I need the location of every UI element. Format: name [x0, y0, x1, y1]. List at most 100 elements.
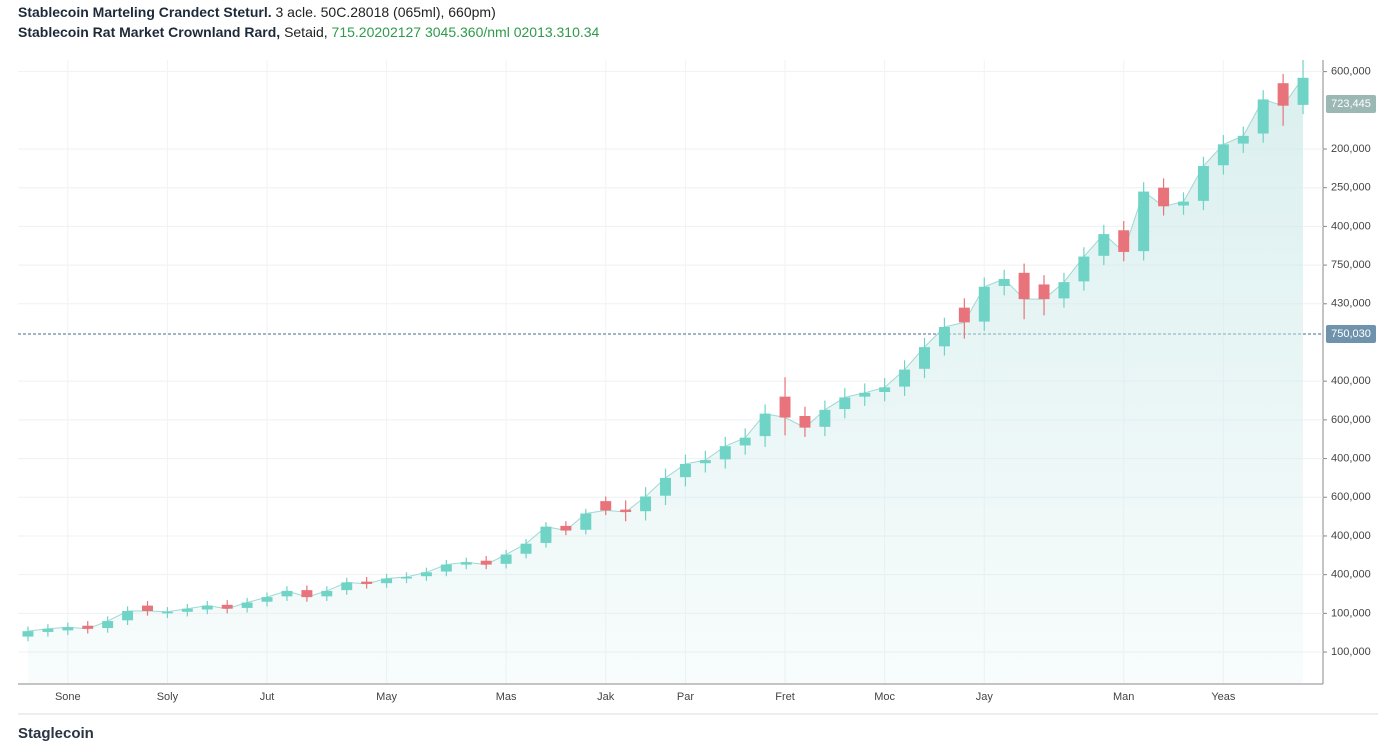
- x-tick-label: Jut: [260, 691, 275, 703]
- candle-body: [1158, 187, 1170, 207]
- candle-body: [500, 554, 512, 564]
- candle-body: [401, 576, 412, 579]
- candle-body: [739, 437, 751, 446]
- candle-body: [381, 578, 393, 584]
- y-tick-label: 600,000: [1331, 66, 1371, 78]
- candle-body: [122, 611, 134, 621]
- candle-body: [719, 446, 731, 460]
- y-tick-label: 400,000: [1331, 220, 1371, 232]
- candle-body: [839, 397, 851, 410]
- candle-body: [321, 590, 333, 597]
- candle-body: [1297, 77, 1309, 105]
- candle-body: [540, 526, 552, 543]
- candle-body: [859, 392, 871, 397]
- header-line: Stablecoin Marteling Crandect Steturl. 3…: [18, 4, 496, 20]
- x-tick-label: Mas: [496, 691, 517, 703]
- candle-body: [22, 631, 34, 637]
- candle-body: [1197, 166, 1209, 201]
- candle-body: [799, 416, 811, 428]
- quote: 715.20202127 3045.360/nml 02013.310.34: [331, 24, 600, 40]
- candle-body: [520, 543, 532, 554]
- candle-body: [42, 628, 54, 632]
- candle-body: [82, 625, 94, 629]
- x-tick-label: Moc: [874, 691, 895, 703]
- candle-body: [460, 562, 472, 565]
- candle-body: [241, 602, 253, 608]
- candle-body: [1058, 282, 1070, 299]
- x-tick-label: Man: [1113, 691, 1134, 703]
- x-tick-label: May: [376, 691, 397, 703]
- candle-body: [819, 409, 831, 427]
- y-tick-label: 750,000: [1331, 259, 1371, 271]
- chart-subtitle: 3 acle. 50C.28018 (065ml), 660pm): [275, 4, 496, 20]
- x-tick-label: Sone: [55, 691, 81, 703]
- y-tick-label: 100,000: [1331, 607, 1371, 619]
- y-tick-label: 600,000: [1331, 491, 1371, 503]
- candle-body: [62, 627, 74, 631]
- candle-body: [440, 564, 452, 572]
- y-tick-label: 430,000: [1331, 298, 1371, 310]
- candle-body: [281, 590, 293, 597]
- x-tick-label: Par: [677, 691, 694, 703]
- candle-body: [1277, 83, 1289, 106]
- x-tick-label: Yeas: [1211, 691, 1236, 703]
- candle-body: [261, 597, 273, 602]
- candle-body: [1098, 234, 1110, 256]
- candle-body: [679, 463, 691, 478]
- candle-body: [221, 604, 233, 609]
- y-tick-label: 400,000: [1331, 452, 1371, 464]
- chart-title: Stablecoin Marteling Crandect Steturl.: [18, 4, 272, 20]
- y-tick-label: 600,000: [1331, 414, 1371, 426]
- candle-body: [560, 525, 572, 531]
- candle-body: [879, 387, 891, 393]
- candle-body: [899, 369, 911, 387]
- candle-body: [1018, 272, 1030, 300]
- candle-body: [1237, 135, 1249, 144]
- candle-body: [779, 396, 791, 418]
- x-tick-label: Jak: [597, 691, 615, 703]
- y-tick-label: 400,000: [1331, 530, 1371, 542]
- candle-body: [1078, 256, 1090, 282]
- candle-body: [102, 621, 114, 629]
- x-tick-label: Jay: [976, 691, 994, 703]
- candle-body: [1217, 144, 1229, 166]
- candle-body: [699, 460, 711, 464]
- header-line: Stablecoin Rat Market Crownland Rard, Se…: [18, 24, 599, 40]
- y-tick-label: 250,000: [1331, 182, 1371, 194]
- y-tick-label: 200,000: [1331, 143, 1371, 155]
- candle-body: [978, 286, 990, 322]
- candle-body: [620, 509, 632, 512]
- candle-body: [1038, 284, 1050, 300]
- y-tick-label: 400,000: [1331, 569, 1371, 581]
- candle-body: [958, 307, 970, 323]
- x-tick-label: Fret: [775, 691, 795, 703]
- candle-body: [181, 608, 193, 612]
- candle-body: [919, 347, 930, 369]
- candle-body: [660, 477, 671, 496]
- last-price-badge: 723,445: [1326, 95, 1376, 113]
- candle-body: [998, 279, 1010, 286]
- candle-body: [600, 501, 612, 511]
- candle-body: [580, 513, 592, 530]
- y-tick-label: 100,000: [1331, 646, 1371, 658]
- chart-title2: Stablecoin Rat Market Crownland Rard,: [18, 24, 281, 40]
- candle-body: [341, 582, 353, 591]
- candle-body: [1257, 99, 1269, 134]
- area: [28, 77, 1303, 684]
- y-tick-label: 400,000: [1331, 375, 1371, 387]
- candle-body: [361, 581, 373, 584]
- candle-body: [938, 327, 950, 347]
- crosshair-badge: 750,030: [1326, 325, 1376, 343]
- candle-body: [640, 496, 652, 512]
- candle-body: [420, 572, 432, 577]
- chart-subtitle2: Setaid,: [284, 24, 328, 40]
- candle-body: [480, 560, 492, 565]
- candle-body: [1118, 230, 1130, 252]
- candle-body: [1178, 201, 1189, 206]
- candle-body: [1138, 191, 1150, 252]
- candle-body: [161, 611, 173, 614]
- footer-brand: Staglecoin: [18, 725, 94, 742]
- candle-body: [142, 605, 153, 612]
